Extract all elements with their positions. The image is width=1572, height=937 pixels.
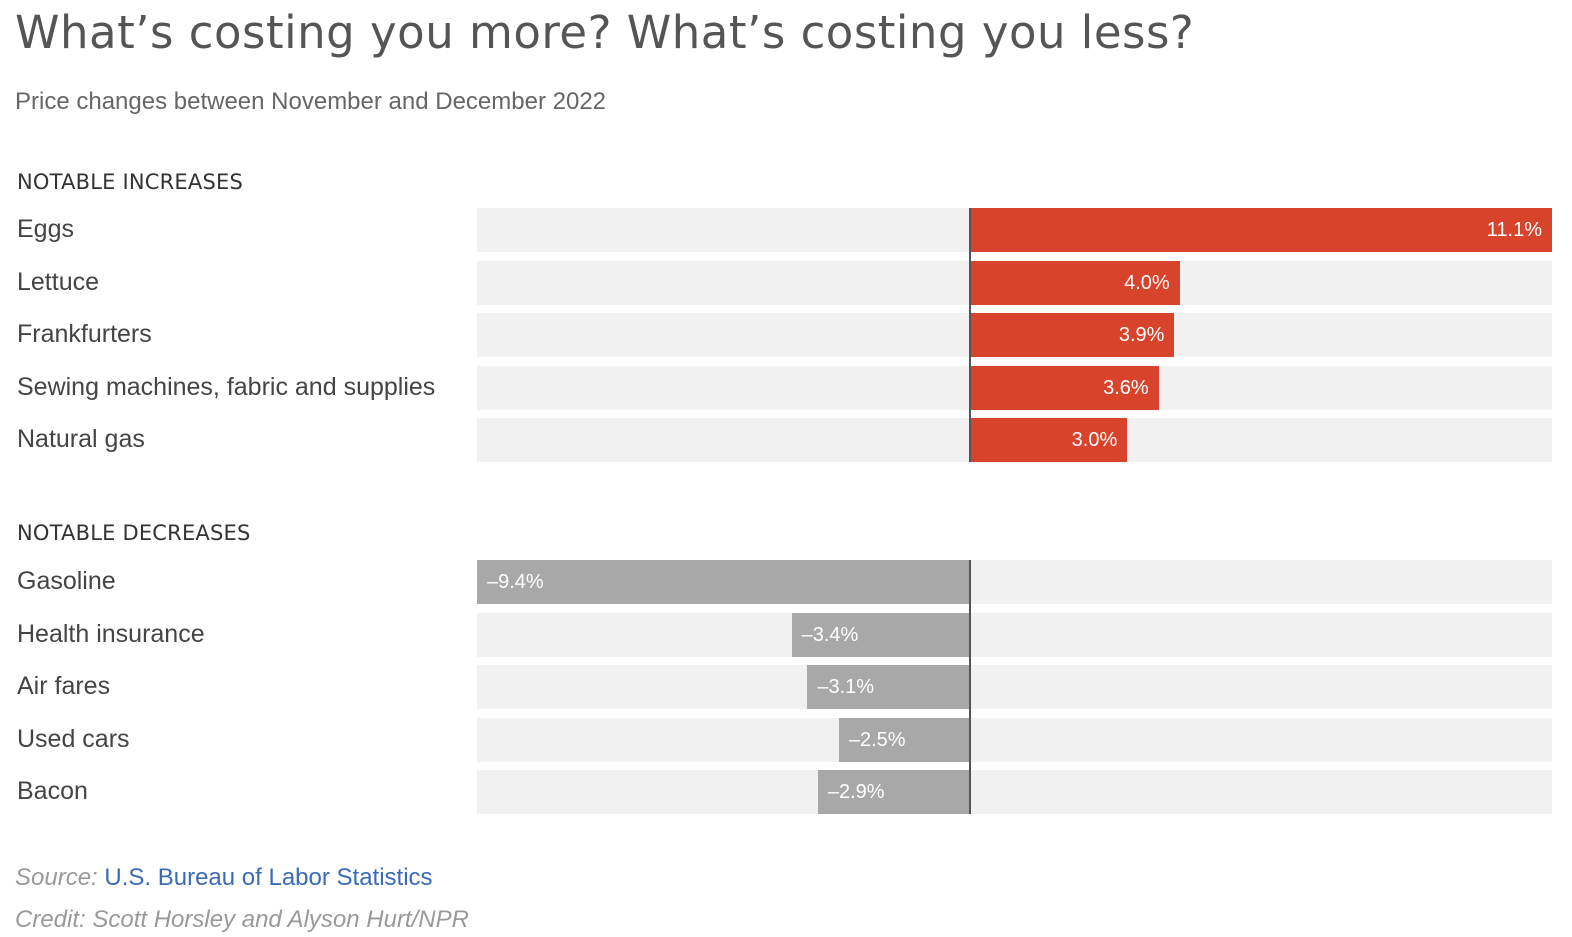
bar [969,418,1128,462]
bar-track [477,718,1552,762]
source-line: Source: U.S. Bureau of Labor Statistics [15,864,433,892]
credit-line: Credit: Scott Horsley and Alyson Hurt/NP… [15,906,469,933]
bar-track [477,770,1552,814]
category-label: Air fares [17,672,111,700]
category-label: Gasoline [17,567,116,595]
bar [477,560,970,604]
category-label: Eggs [17,215,74,243]
bar [791,613,970,657]
zero-baseline [968,208,971,462]
category-label: Health insurance [17,620,205,648]
bar [807,665,970,709]
value-label: –9.4% [487,571,544,593]
zero-baseline [968,560,971,814]
chart-subtitle: Price changes between November and Decem… [15,88,607,115]
category-label: Natural gas [17,425,145,453]
bar-track [477,665,1552,709]
category-label: Bacon [17,777,88,805]
value-label: 4.0% [1124,272,1170,294]
category-label: Sewing machines, fabric and supplies [17,373,436,401]
value-label: 3.0% [1071,429,1118,451]
source-link[interactable]: U.S. Bureau of Labor Statistics [104,864,433,891]
section-heading-increases: NOTABLE INCREASES [17,170,243,194]
value-label: 3.6% [1103,377,1149,399]
bar [969,313,1175,357]
bar [969,366,1159,410]
category-label: Lettuce [17,268,100,296]
bar-track [477,613,1552,657]
value-label: –3.4% [801,624,859,646]
bar [838,718,970,762]
value-label: 11.1% [1486,219,1542,241]
source-prefix: Source: [15,864,98,891]
category-label: Used cars [17,725,130,753]
value-label: 3.9% [1118,324,1165,346]
bar [969,261,1180,305]
bar [969,208,1552,252]
chart-title: What’s costing you more? What’s costing … [15,6,1195,59]
section-heading-decreases: NOTABLE DECREASES [17,521,251,545]
value-label: –2.9% [827,781,885,803]
bar [817,770,970,814]
value-label: –2.5% [848,729,906,751]
value-label: –3.1% [817,676,875,698]
category-label: Frankfurters [17,320,152,348]
